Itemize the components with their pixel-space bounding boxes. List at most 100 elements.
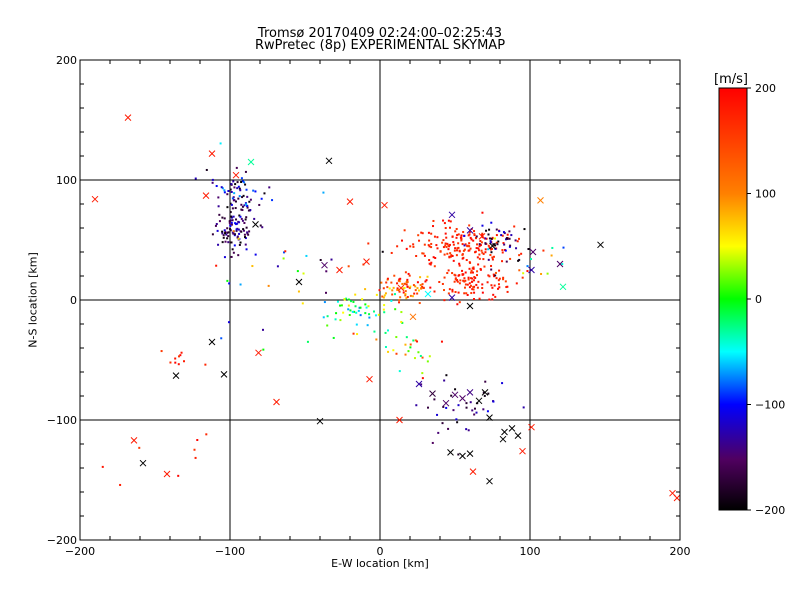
data-point-dot — [492, 273, 495, 276]
data-point-dot — [452, 409, 455, 412]
data-point-dot — [409, 346, 412, 349]
data-point-dot — [352, 300, 355, 303]
data-point-dot — [221, 230, 224, 233]
data-point-dot — [339, 304, 342, 307]
data-point-dot — [506, 290, 509, 293]
data-point-dot — [472, 288, 475, 291]
data-point-dot — [334, 318, 337, 321]
data-point-dot — [183, 360, 186, 363]
data-point-dot — [467, 278, 470, 281]
data-point-dot — [254, 190, 257, 193]
data-point-dot — [444, 244, 447, 247]
data-point-x — [124, 114, 132, 121]
data-point-dot — [239, 241, 242, 244]
data-point-dot — [414, 285, 417, 288]
data-point-dot — [355, 311, 358, 314]
data-point-dot — [472, 286, 475, 289]
data-point-dot — [228, 221, 231, 224]
data-point-dot — [347, 298, 350, 301]
data-point-dot — [235, 228, 238, 231]
data-point-dot — [240, 203, 243, 206]
data-point-dot — [215, 264, 218, 267]
data-point-dot — [476, 270, 479, 273]
data-point-dot — [233, 192, 236, 195]
data-point-dot — [446, 272, 449, 275]
data-point-dot — [469, 236, 472, 239]
data-point-dot — [230, 183, 233, 186]
data-point-dot — [421, 285, 424, 288]
data-point-dot — [471, 409, 474, 412]
data-point-dot — [489, 241, 492, 244]
data-point-dot — [488, 246, 491, 249]
data-point-dot — [428, 239, 431, 242]
data-point-dot — [232, 232, 235, 235]
data-point-dot — [471, 277, 474, 280]
data-point-dot — [457, 291, 460, 294]
data-point-dot — [446, 242, 449, 245]
data-point-dot — [227, 321, 230, 324]
data-point-dot — [246, 204, 249, 207]
data-point-dot — [377, 313, 380, 316]
data-point-dot — [343, 298, 346, 301]
data-point-dot — [247, 209, 250, 212]
grid-lines — [80, 60, 680, 540]
data-point-dot — [503, 232, 506, 235]
y-tick-label: 200 — [56, 54, 77, 67]
data-point-dot — [442, 405, 445, 408]
data-point-dot — [505, 286, 508, 289]
data-point-dot — [546, 272, 549, 275]
data-point-dot — [232, 215, 235, 218]
y-tick-label: 100 — [56, 174, 77, 187]
data-point-dot — [296, 270, 299, 273]
data-point-dot — [502, 231, 505, 234]
data-point-x — [163, 470, 171, 478]
data-point-dot — [457, 233, 460, 236]
data-point-dot — [230, 215, 233, 218]
data-point-dot — [497, 240, 500, 243]
data-point-dot — [448, 256, 451, 259]
data-point-dot — [518, 237, 521, 240]
data-point-dot — [361, 298, 364, 301]
data-point-dot — [384, 292, 387, 295]
data-point-dot — [419, 354, 422, 357]
data-point-dot — [404, 294, 407, 297]
data-point-dot — [476, 243, 479, 246]
data-point-dot — [390, 299, 393, 302]
data-point-dot — [451, 235, 454, 238]
data-point-dot — [416, 292, 419, 295]
data-point-dot — [452, 241, 455, 244]
data-point-dot — [467, 276, 470, 279]
data-point-dot — [508, 230, 511, 233]
data-point-dot — [368, 313, 371, 316]
colorbar-unit-label: [m/s] — [714, 72, 748, 87]
data-point-dot — [416, 340, 419, 343]
data-point-dot — [460, 239, 463, 242]
data-point-dot — [505, 237, 508, 240]
data-point-dot — [177, 355, 180, 358]
data-point-dot — [398, 299, 401, 302]
data-point-dot — [518, 254, 521, 257]
data-point-dot — [174, 357, 177, 360]
data-point-dot — [194, 177, 197, 180]
data-point-dot — [462, 230, 465, 233]
data-point-dot — [458, 264, 461, 267]
data-point-dot — [517, 259, 520, 262]
data-point-dot — [236, 187, 239, 190]
x-tick-label: 200 — [670, 545, 691, 558]
data-point-dot — [226, 237, 229, 240]
data-point-dot — [474, 250, 477, 253]
data-point-dot — [380, 281, 383, 284]
data-point-dot — [401, 321, 404, 324]
data-point-dot — [409, 245, 412, 248]
data-point-dot — [239, 189, 242, 192]
data-point-dot — [487, 258, 490, 261]
data-point-dot — [253, 217, 256, 220]
data-point-dot — [509, 244, 512, 247]
data-point-dot — [453, 273, 456, 276]
data-point-dot — [494, 237, 497, 240]
data-point-dot — [468, 249, 471, 252]
data-point-dot — [443, 222, 446, 225]
data-point-dot — [388, 287, 391, 290]
data-point-x — [424, 290, 432, 298]
data-point-dot — [454, 230, 457, 233]
